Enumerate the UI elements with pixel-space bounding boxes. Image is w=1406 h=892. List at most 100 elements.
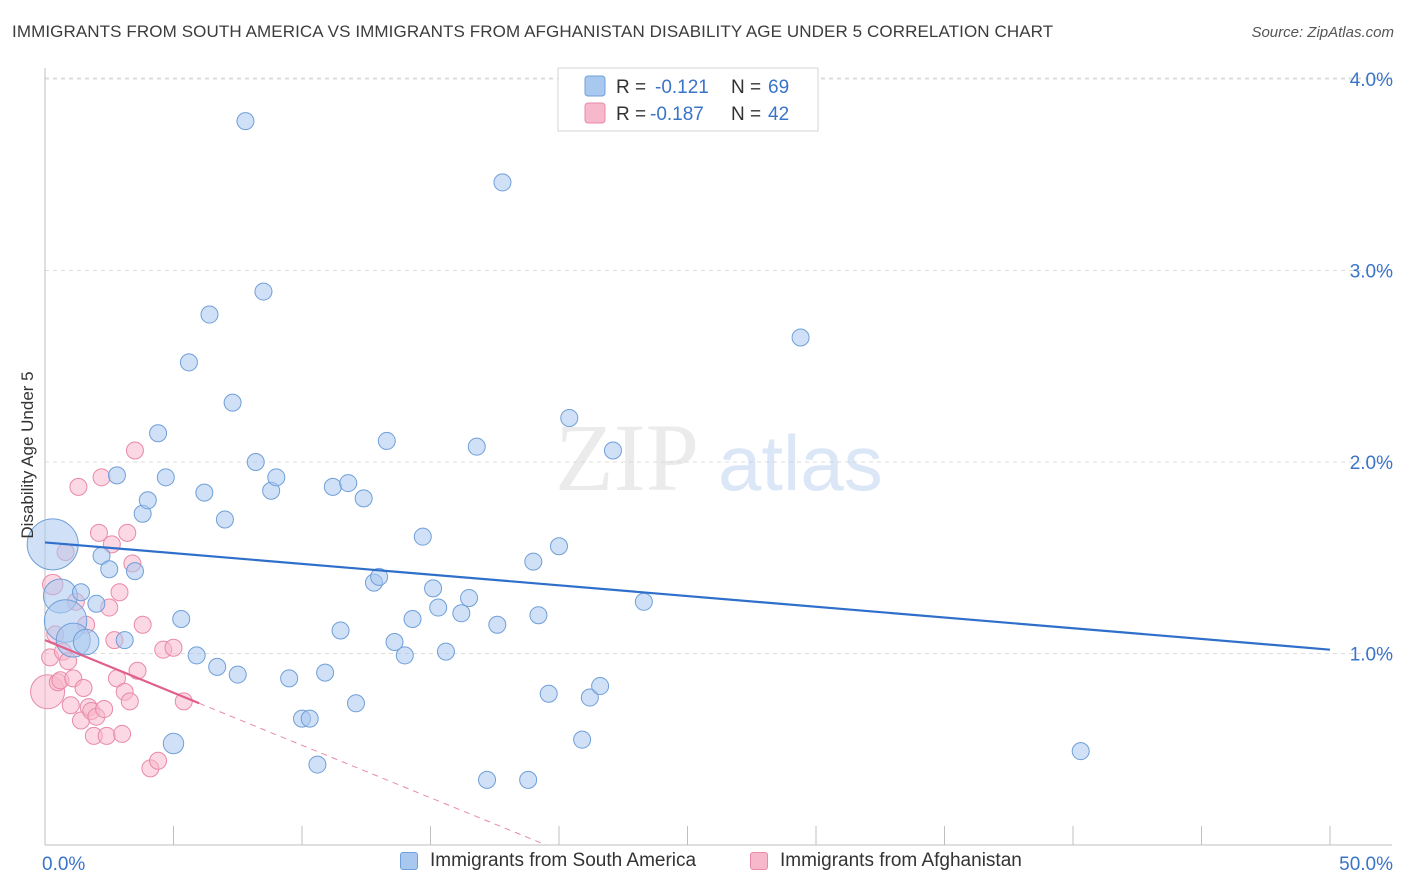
y-axis-label: Disability Age Under 5 xyxy=(18,371,37,538)
south-america-point xyxy=(791,328,810,347)
afghanistan-point xyxy=(92,468,111,487)
south-america-point xyxy=(228,665,247,684)
south-america-point xyxy=(316,663,335,682)
south-america-point xyxy=(493,173,512,192)
correlation-legend: R = -0.121 N = 69 R = -0.187 N = 42 xyxy=(557,67,819,132)
grid-lines xyxy=(45,77,1392,654)
south-america-point xyxy=(346,694,365,713)
south-america-point xyxy=(215,510,234,529)
south-america-point xyxy=(403,610,422,629)
axes xyxy=(44,68,1392,846)
south-america-point xyxy=(370,567,389,586)
chart-title: IMMIGRANTS FROM SOUTH AMERICA VS IMMIGRA… xyxy=(12,22,1054,41)
south-america-point xyxy=(550,537,568,556)
afghanistan-swatch xyxy=(750,852,768,870)
y-tick-label: 2.0% xyxy=(1350,453,1393,474)
watermark-zip: ZIP xyxy=(555,404,699,511)
afghanistan-point xyxy=(69,477,88,496)
south-america-point xyxy=(280,669,299,688)
y-tick-label: 4.0% xyxy=(1350,70,1393,91)
south-america-point xyxy=(149,424,168,443)
south-america-point xyxy=(71,583,90,602)
afghanistan-point xyxy=(133,615,152,634)
south-america-point xyxy=(488,615,507,634)
series-legend: Immigrants from South America Immigrants… xyxy=(0,850,1406,880)
y-tick-labels: 1.0% 2.0% 3.0% 4.0% xyxy=(1350,70,1393,666)
south-america-point xyxy=(200,305,219,324)
afghanistan-point xyxy=(89,523,108,542)
south-america-point xyxy=(267,468,286,487)
south-america-point xyxy=(354,489,373,508)
south-america-point xyxy=(236,112,255,131)
afghanistan-point xyxy=(61,696,80,715)
south-america-trend-line xyxy=(44,541,1331,651)
south-america-point xyxy=(125,562,144,581)
south-america-point xyxy=(339,474,358,493)
south-america-point xyxy=(1071,742,1090,761)
legend-n-value: 69 xyxy=(768,77,789,98)
south-america-point xyxy=(100,560,119,579)
afghanistan-point xyxy=(125,441,144,460)
south-america-point xyxy=(300,709,319,728)
legend-item-south-america[interactable]: Immigrants from South America xyxy=(400,850,696,872)
south-america-point xyxy=(246,453,265,471)
afghanistan-point xyxy=(149,751,168,770)
afghanistan-label: Immigrants from Afghanistan xyxy=(780,850,1022,871)
south-america-point xyxy=(87,594,106,613)
south-america-point xyxy=(323,477,342,496)
afghanistan-point xyxy=(95,700,114,719)
south-america-point xyxy=(478,770,497,789)
south-america-point xyxy=(195,483,214,502)
afghanistan-point xyxy=(128,661,147,680)
south-america-points xyxy=(26,112,1090,789)
x-tick-labels: 0.0% 50.0% xyxy=(42,854,1393,875)
south-america-swatch xyxy=(400,852,418,870)
legend-r-label: R = xyxy=(616,77,646,98)
legend-r-value: -0.121 xyxy=(655,77,709,98)
watermark: ZIP atlas xyxy=(555,404,883,511)
south-america-point xyxy=(424,579,443,598)
legend-n-label: N = xyxy=(731,77,761,98)
south-america-point xyxy=(377,431,396,450)
legend-n-label: N = xyxy=(731,104,761,125)
south-america-point xyxy=(524,552,543,571)
south-america-point xyxy=(115,631,134,650)
afghanistan-point xyxy=(113,724,132,743)
south-america-point xyxy=(72,628,100,656)
south-america-point xyxy=(138,491,157,510)
south-america-point xyxy=(467,437,486,456)
south-america-point xyxy=(254,282,273,301)
trend-lines xyxy=(44,541,1331,846)
afghanistan-point xyxy=(97,726,116,745)
legend-item-afghanistan[interactable]: Immigrants from Afghanistan xyxy=(750,850,1022,872)
south-america-point xyxy=(156,468,175,487)
afghanistan-point xyxy=(120,692,139,711)
legend-pink-swatch xyxy=(584,102,606,124)
south-america-label: Immigrants from South America xyxy=(430,850,697,871)
watermark-atlas: atlas xyxy=(718,419,883,507)
afghanistan-point xyxy=(118,523,137,542)
south-america-point xyxy=(162,732,185,755)
south-america-point xyxy=(208,657,227,676)
legend-blue-swatch xyxy=(584,75,606,97)
south-america-point xyxy=(519,770,538,789)
south-america-point xyxy=(460,588,479,607)
south-america-point xyxy=(580,688,599,707)
afghanistan-trend-line xyxy=(44,639,200,705)
south-america-point xyxy=(436,642,455,661)
south-america-point xyxy=(603,441,622,460)
x-tick-label: 0.0% xyxy=(42,854,85,875)
legend-n-value: 42 xyxy=(768,104,789,125)
y-tick-label: 3.0% xyxy=(1350,262,1393,283)
legend-r-label: R = xyxy=(616,104,646,125)
south-america-point xyxy=(560,408,579,427)
afghanistan-point xyxy=(74,678,93,697)
south-america-point xyxy=(308,755,327,774)
afghanistan-trend-extension xyxy=(199,702,547,846)
afghanistan-point xyxy=(110,583,129,602)
afghanistan-point xyxy=(164,638,183,657)
south-america-point xyxy=(331,621,350,640)
legend-r-value: -0.187 xyxy=(650,104,704,125)
y-tick-label: 1.0% xyxy=(1350,645,1393,666)
